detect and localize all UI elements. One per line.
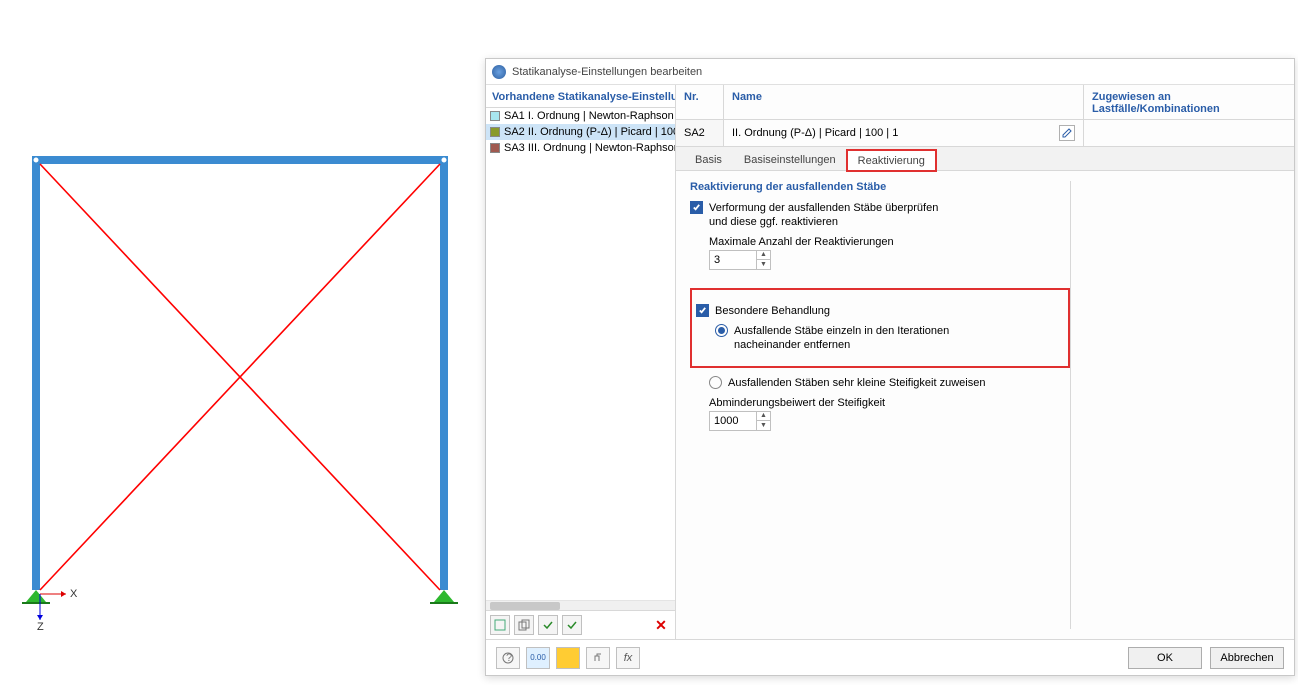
max-reactivations-input[interactable]: [710, 254, 756, 266]
checkbox-special-treatment[interactable]: [696, 304, 709, 317]
settings-list-header: Vorhandene Statikanalyse-Einstellunge: [486, 85, 675, 108]
tab-basis[interactable]: Basis: [684, 149, 733, 170]
default-icon[interactable]: [586, 647, 610, 669]
units-icon[interactable]: 0.00: [526, 647, 550, 669]
tab-bar: BasisBasiseinstellungenReaktivierung: [676, 147, 1294, 171]
settings-list[interactable]: SA1 I. Ordnung | Newton-RaphsonSA2 II. O…: [486, 108, 675, 600]
assigned-side-panel: [1070, 181, 1280, 629]
column-header-name: Name: [724, 85, 1084, 119]
color-icon[interactable]: [556, 647, 580, 669]
stiffness-reduction-label: Abminderungsbeiwert der Steifigkeit: [709, 397, 1070, 409]
form-content: Reaktivierung der ausfallenden Stäbe Ver…: [690, 181, 1070, 629]
tab-reaktivierung[interactable]: Reaktivierung: [847, 150, 936, 171]
assigned-value: [1084, 120, 1294, 146]
checkbox-verify-deformation-label: Verformung der ausfallenden Stäbe überpr…: [709, 201, 938, 230]
stiffness-reduction-input[interactable]: [710, 415, 756, 427]
ok-button[interactable]: OK: [1128, 647, 1202, 669]
model-viewport[interactable]: X Z: [0, 0, 480, 685]
checkbox-special-treatment-label: Besondere Behandlung: [715, 304, 830, 318]
column-header-assigned: Zugewiesen an Lastfälle/Kombinationen: [1084, 85, 1294, 119]
dialog-footer: ? 0.00 fx OK Abbrechen: [486, 639, 1294, 675]
svg-text:X: X: [70, 588, 78, 600]
delete-icon[interactable]: ✕: [651, 615, 671, 635]
settings-detail-panel: Nr. Name Zugewiesen an Lastfälle/Kombina…: [676, 85, 1294, 639]
tab-basiseinstellungen[interactable]: Basiseinstellungen: [733, 149, 847, 170]
list-toolbar: ✕: [486, 610, 675, 639]
svg-text:?: ?: [506, 652, 512, 664]
app-icon: [492, 65, 506, 79]
spinner-up-icon[interactable]: ▲: [757, 412, 770, 421]
radio-assign-small-stiffness-label: Ausfallenden Stäben sehr kleine Steifigk…: [728, 376, 985, 390]
checkbox-verify-deformation[interactable]: [690, 201, 703, 214]
check-icon[interactable]: [562, 615, 582, 635]
script-icon[interactable]: fx: [616, 647, 640, 669]
frame-drawing: X Z: [10, 150, 470, 630]
column-header-nr: Nr.: [676, 85, 724, 119]
max-reactivations-label: Maximale Anzahl der Reaktivierungen: [709, 236, 1070, 248]
stiffness-reduction-spinner[interactable]: ▲▼: [709, 411, 771, 431]
new-icon[interactable]: [490, 615, 510, 635]
dialog-titlebar[interactable]: Statikanalyse-Einstellungen bearbeiten: [486, 59, 1294, 85]
max-reactivations-spinner[interactable]: ▲▼: [709, 250, 771, 270]
name-input[interactable]: [732, 127, 1053, 139]
radio-assign-small-stiffness[interactable]: [709, 376, 722, 389]
edit-name-icon[interactable]: [1059, 125, 1075, 141]
spinner-down-icon[interactable]: ▼: [757, 421, 770, 430]
svg-text:Z: Z: [37, 621, 44, 630]
settings-list-panel: Vorhandene Statikanalyse-Einstellunge SA…: [486, 85, 676, 639]
help-icon[interactable]: ?: [496, 647, 520, 669]
settings-list-item[interactable]: SA2 II. Ordnung (P-Δ) | Picard | 100 | 1: [486, 124, 675, 140]
copy-icon[interactable]: [514, 615, 534, 635]
settings-list-item[interactable]: SA3 III. Ordnung | Newton-Raphson | 1: [486, 140, 675, 156]
horizontal-scrollbar[interactable]: [486, 600, 675, 610]
spinner-down-icon[interactable]: ▼: [757, 260, 770, 269]
spinner-up-icon[interactable]: ▲: [757, 251, 770, 260]
cancel-button[interactable]: Abbrechen: [1210, 647, 1284, 669]
radio-remove-individually-label: Ausfallende Stäbe einzeln in den Iterati…: [734, 324, 949, 353]
check-all-icon[interactable]: [538, 615, 558, 635]
settings-list-item[interactable]: SA1 I. Ordnung | Newton-Raphson: [486, 108, 675, 124]
static-analysis-settings-dialog: Statikanalyse-Einstellungen bearbeiten V…: [485, 58, 1295, 676]
dialog-title: Statikanalyse-Einstellungen bearbeiten: [512, 66, 702, 78]
section-reactivation-title: Reaktivierung der ausfallenden Stäbe: [690, 181, 1070, 193]
radio-remove-individually[interactable]: [715, 324, 728, 337]
nr-value: SA2: [676, 120, 724, 146]
special-treatment-group: Besondere Behandlung Ausfallende Stäbe e…: [690, 288, 1070, 369]
